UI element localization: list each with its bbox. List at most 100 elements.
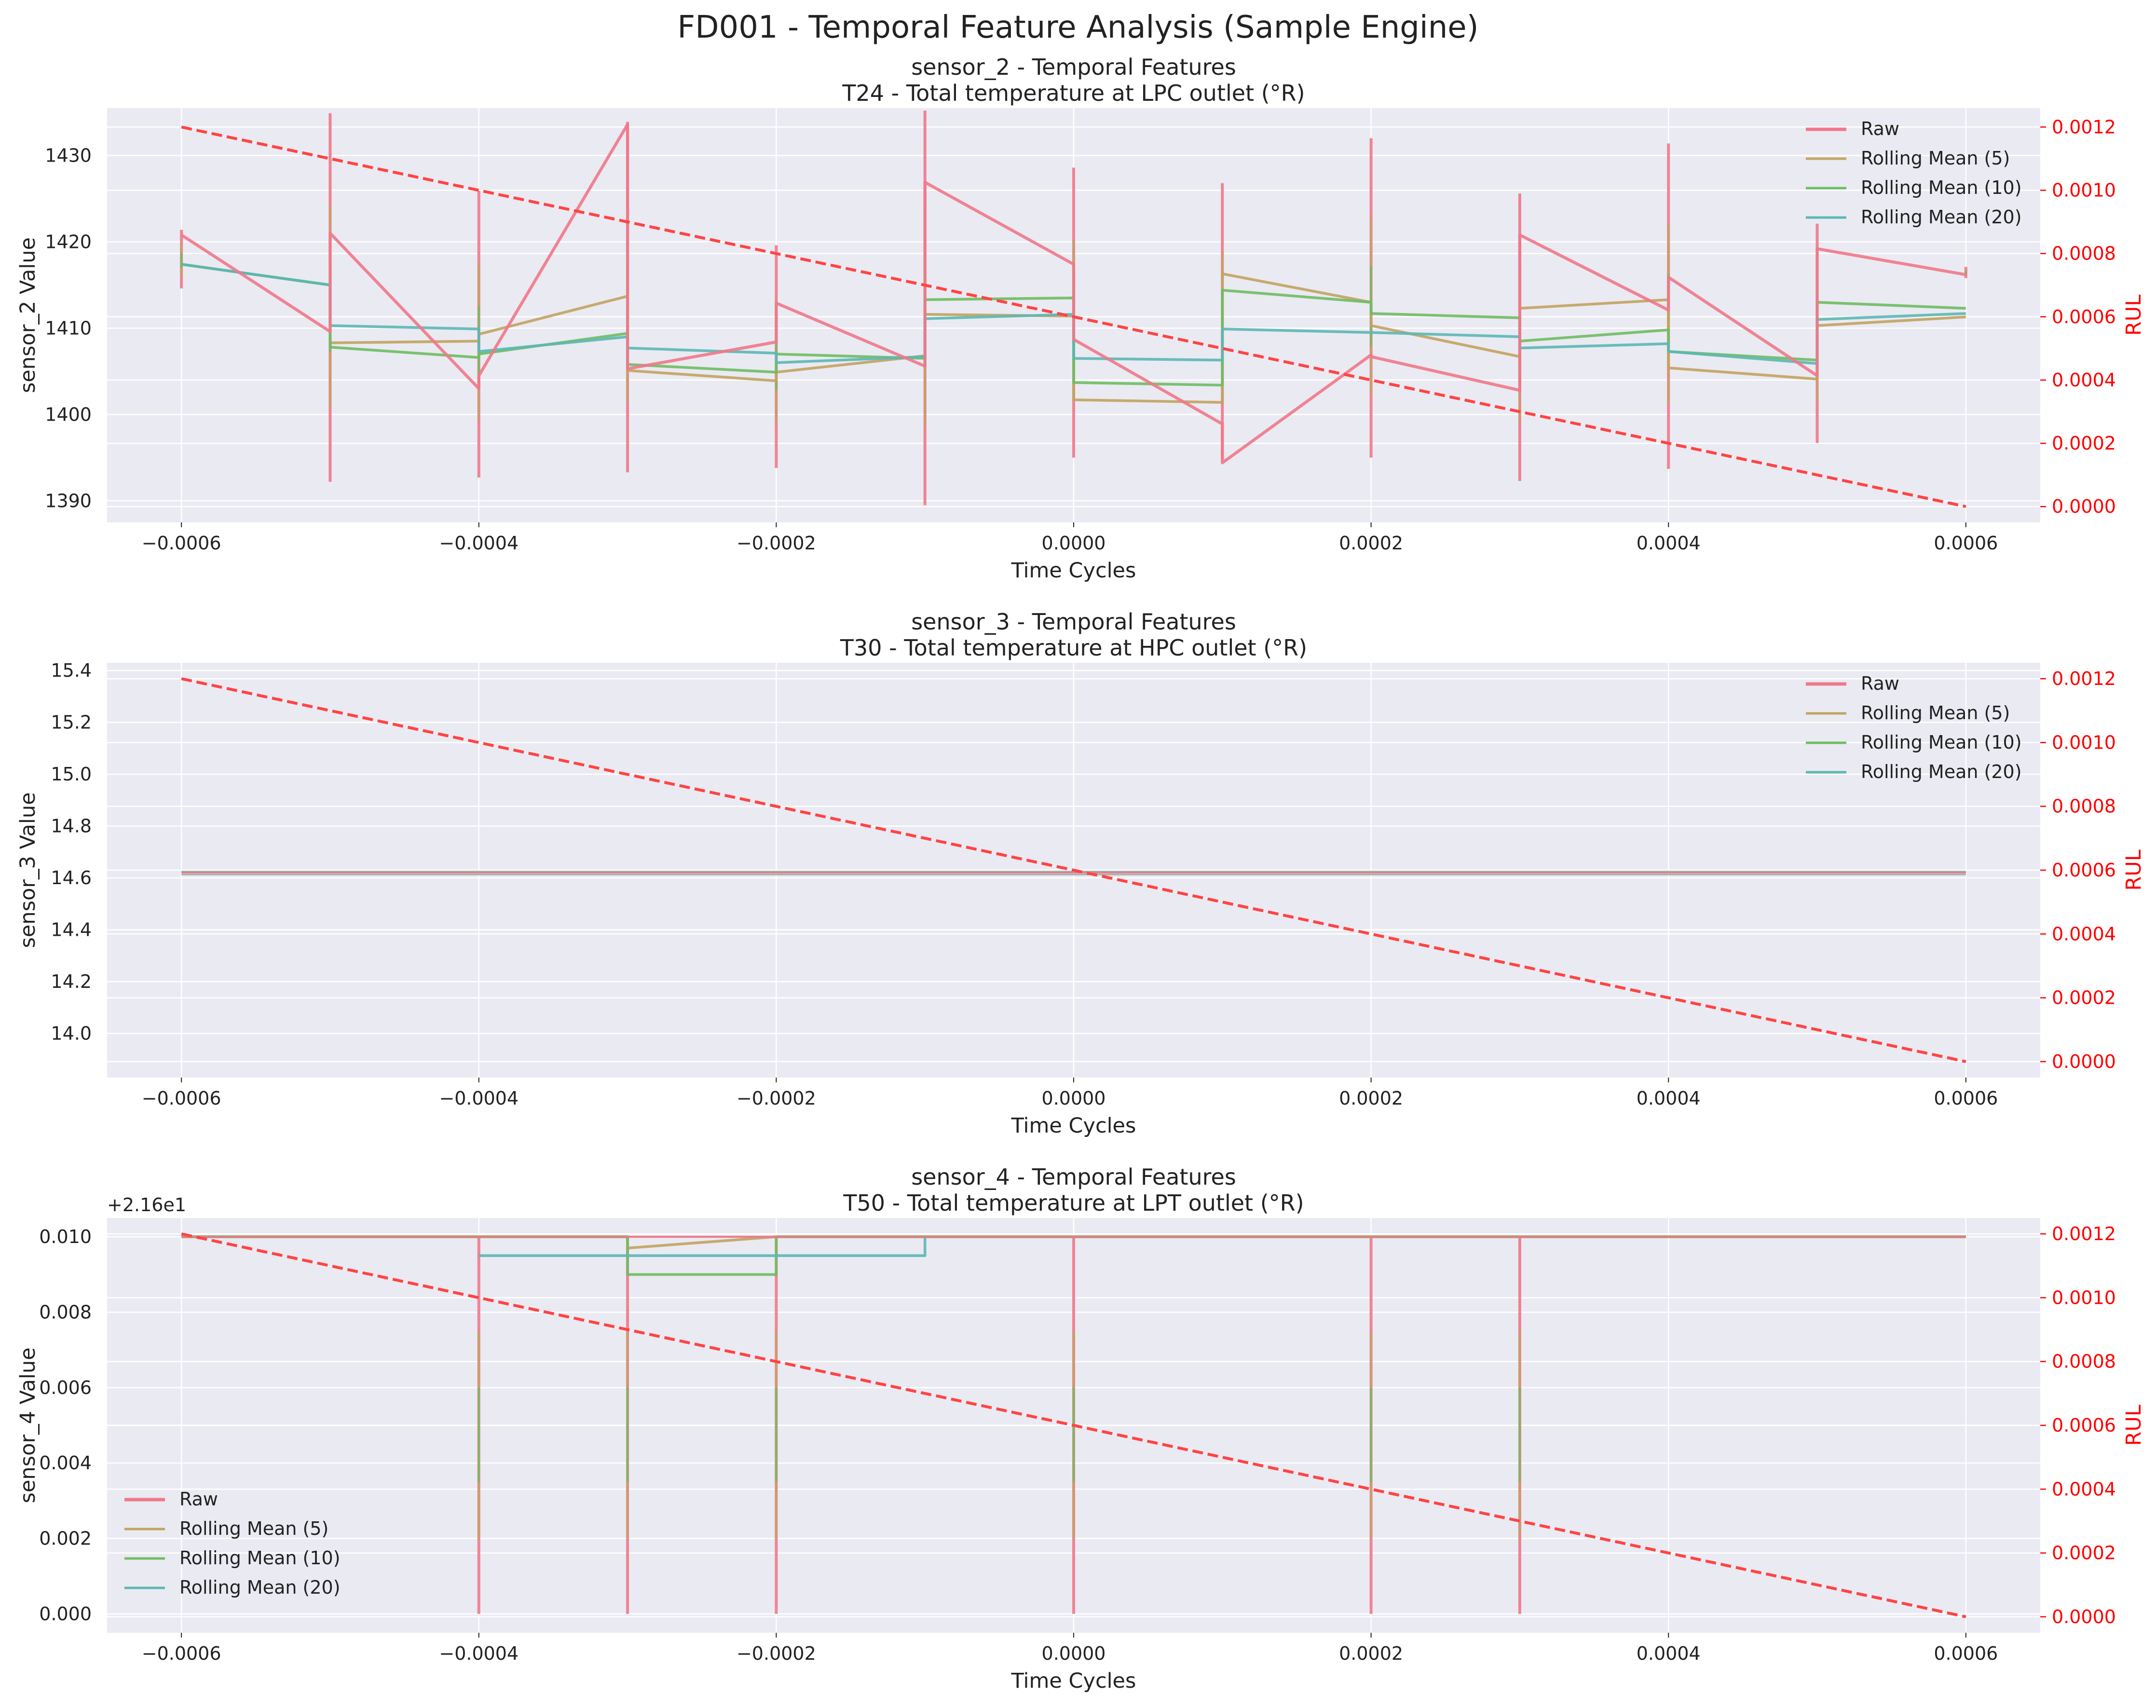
legend: Raw Rolling Mean (5) Rolling Mean (10) Roll… <box>1806 673 2022 782</box>
x-tick-label: 0.0006 <box>1934 1643 1998 1664</box>
right-axis-label: RUL <box>2122 295 2146 336</box>
legend-label: Rolling Mean (20) <box>1861 206 2022 228</box>
x-tick-label: 0.0000 <box>1042 533 1106 554</box>
right-tick-label: 0.0008 <box>2052 796 2116 817</box>
x-tick-label: 0.0000 <box>1042 1088 1106 1109</box>
plot-series-group <box>181 871 1966 875</box>
panel-subtitle: T30 - Total temperature at HPC outlet (°… <box>840 635 1307 661</box>
panel-title: sensor_2 - Temporal Features <box>911 54 1236 80</box>
x-tick-label: 0.0004 <box>1637 533 1701 554</box>
x-tick-label: −0.0004 <box>439 1088 519 1109</box>
x-tick-label: 0.0002 <box>1339 1643 1403 1664</box>
legend-label: Raw <box>179 1489 218 1510</box>
x-tick-label: 0.0004 <box>1637 1088 1701 1109</box>
legend: Raw Rolling Mean (5) Rolling Mean (10) Roll… <box>1806 118 2022 228</box>
chart-panel-1: −0.0006 −0.0004 −0.0002 0.0000 0.0002 0.0004 0… <box>16 54 2146 583</box>
legend-label: Rolling Mean (10) <box>1861 177 2022 198</box>
x-tick-label: −0.0002 <box>737 1643 816 1664</box>
y-tick-label: 0.002 <box>39 1528 92 1549</box>
legend-label: Raw <box>1861 673 1899 694</box>
right-axis-label: RUL <box>2122 849 2146 890</box>
y-tick-label: 1400 <box>45 404 92 425</box>
right-tick-label: 0.0012 <box>2052 116 2116 137</box>
y-tick-label: 14.0 <box>51 1023 92 1044</box>
y-tick-label: 0.006 <box>39 1377 92 1398</box>
rul-line <box>181 1232 1966 1618</box>
right-tick-label: 0.0010 <box>2052 732 2116 753</box>
right-tick-label: 0.0004 <box>2052 923 2116 944</box>
legend-label: Rolling Mean (20) <box>1861 761 2022 782</box>
right-tick-label: 0.0002 <box>2052 1543 2116 1564</box>
panel-title: sensor_4 - Temporal Features <box>911 1164 1236 1190</box>
x-tick-label: 0.0002 <box>1339 1088 1403 1109</box>
right-tick-label: 0.0006 <box>2052 860 2116 881</box>
y-axis-label: sensor_2 Value <box>16 237 40 393</box>
y-tick-label: 1390 <box>45 490 92 511</box>
series-line-rolling-20 <box>478 1237 927 1257</box>
y-axis-label: sensor_4 Value <box>16 1347 40 1503</box>
right-tick-label: 0.0002 <box>2052 987 2116 1009</box>
panel-title: sensor_3 - Temporal Features <box>911 609 1236 635</box>
legend-label: Rolling Mean (5) <box>1861 148 2010 169</box>
right-tick-label: 0.0000 <box>2052 496 2116 517</box>
x-tick-label: 0.0002 <box>1339 533 1403 554</box>
right-tick-label: 0.0002 <box>2052 433 2116 454</box>
y-tick-label: 0.000 <box>39 1603 92 1625</box>
x-axis-label: Time Cycles <box>1011 559 1136 583</box>
rul-line <box>181 677 1966 1063</box>
y-tick-label: 14.2 <box>51 971 92 992</box>
x-tick-label: 0.0004 <box>1637 1643 1701 1664</box>
plot-series-group <box>180 110 1967 506</box>
chart-panel-3: −0.0006 −0.0004 −0.0002 0.0000 0.0002 0.0004 0… <box>16 1164 2146 1693</box>
x-tick-label: −0.0002 <box>737 533 816 554</box>
right-tick-label: 0.0006 <box>2052 1415 2116 1436</box>
x-tick-label: −0.0002 <box>737 1088 816 1109</box>
y-tick-label: 14.6 <box>51 867 92 888</box>
x-axis-label: Time Cycles <box>1011 1669 1136 1693</box>
panel-subtitle: T50 - Total temperature at LPT outlet (°… <box>843 1190 1304 1216</box>
x-tick-label: −0.0006 <box>142 1088 221 1109</box>
y-tick-label: 0.008 <box>39 1301 92 1323</box>
right-tick-label: 0.0006 <box>2052 306 2116 328</box>
legend-label: Rolling Mean (5) <box>1861 702 2010 724</box>
y-axis-label: sensor_3 Value <box>16 792 40 948</box>
y-tick-label: 0.004 <box>39 1452 92 1474</box>
x-tick-label: −0.0006 <box>142 1643 221 1664</box>
y-offset-label: +2.16e1 <box>107 1194 186 1216</box>
legend: Raw Rolling Mean (5) Rolling Mean (10) Roll… <box>124 1489 341 1598</box>
series-line-raw <box>180 123 1966 465</box>
x-axis-label: Time Cycles <box>1011 1114 1136 1138</box>
panel-subtitle: T24 - Total temperature at LPC outlet (°… <box>842 80 1305 106</box>
x-tick-label: 0.0006 <box>1934 1088 1998 1109</box>
x-tick-label: 0.0006 <box>1934 533 1998 554</box>
right-tick-label: 0.0008 <box>2052 1351 2116 1372</box>
y-tick-label: 1430 <box>45 145 92 166</box>
y-tick-label: 14.4 <box>51 919 92 941</box>
legend-label: Rolling Mean (5) <box>179 1518 328 1539</box>
x-tick-label: −0.0004 <box>439 533 519 554</box>
legend-label: Rolling Mean (20) <box>179 1577 341 1598</box>
right-tick-label: 0.0012 <box>2052 1223 2116 1244</box>
legend-label: Rolling Mean (10) <box>179 1547 341 1569</box>
right-tick-label: 0.0004 <box>2052 369 2116 391</box>
y-tick-label: 1420 <box>45 231 92 252</box>
y-tick-label: 15.4 <box>51 660 92 681</box>
right-tick-label: 0.0004 <box>2052 1478 2116 1500</box>
x-tick-label: −0.0006 <box>142 533 221 554</box>
right-axis-label: RUL <box>2122 1405 2146 1446</box>
x-tick-label: −0.0004 <box>439 1643 519 1664</box>
right-tick-label: 0.0010 <box>2052 1287 2116 1308</box>
right-tick-label: 0.0008 <box>2052 243 2116 264</box>
right-tick-label: 0.0010 <box>2052 179 2116 201</box>
y-tick-label: 1410 <box>45 317 92 339</box>
plot-series-group <box>181 1235 1966 1614</box>
right-tick-label: 0.0012 <box>2052 668 2116 689</box>
right-tick-label: 0.0000 <box>2052 1606 2116 1627</box>
y-tick-label: 15.2 <box>51 712 92 733</box>
legend-label: Rolling Mean (10) <box>1861 732 2022 753</box>
y-tick-label: 0.010 <box>39 1226 92 1247</box>
legend-label: Raw <box>1861 118 1899 139</box>
x-tick-label: 0.0000 <box>1042 1643 1106 1664</box>
right-tick-label: 0.0000 <box>2052 1051 2116 1072</box>
